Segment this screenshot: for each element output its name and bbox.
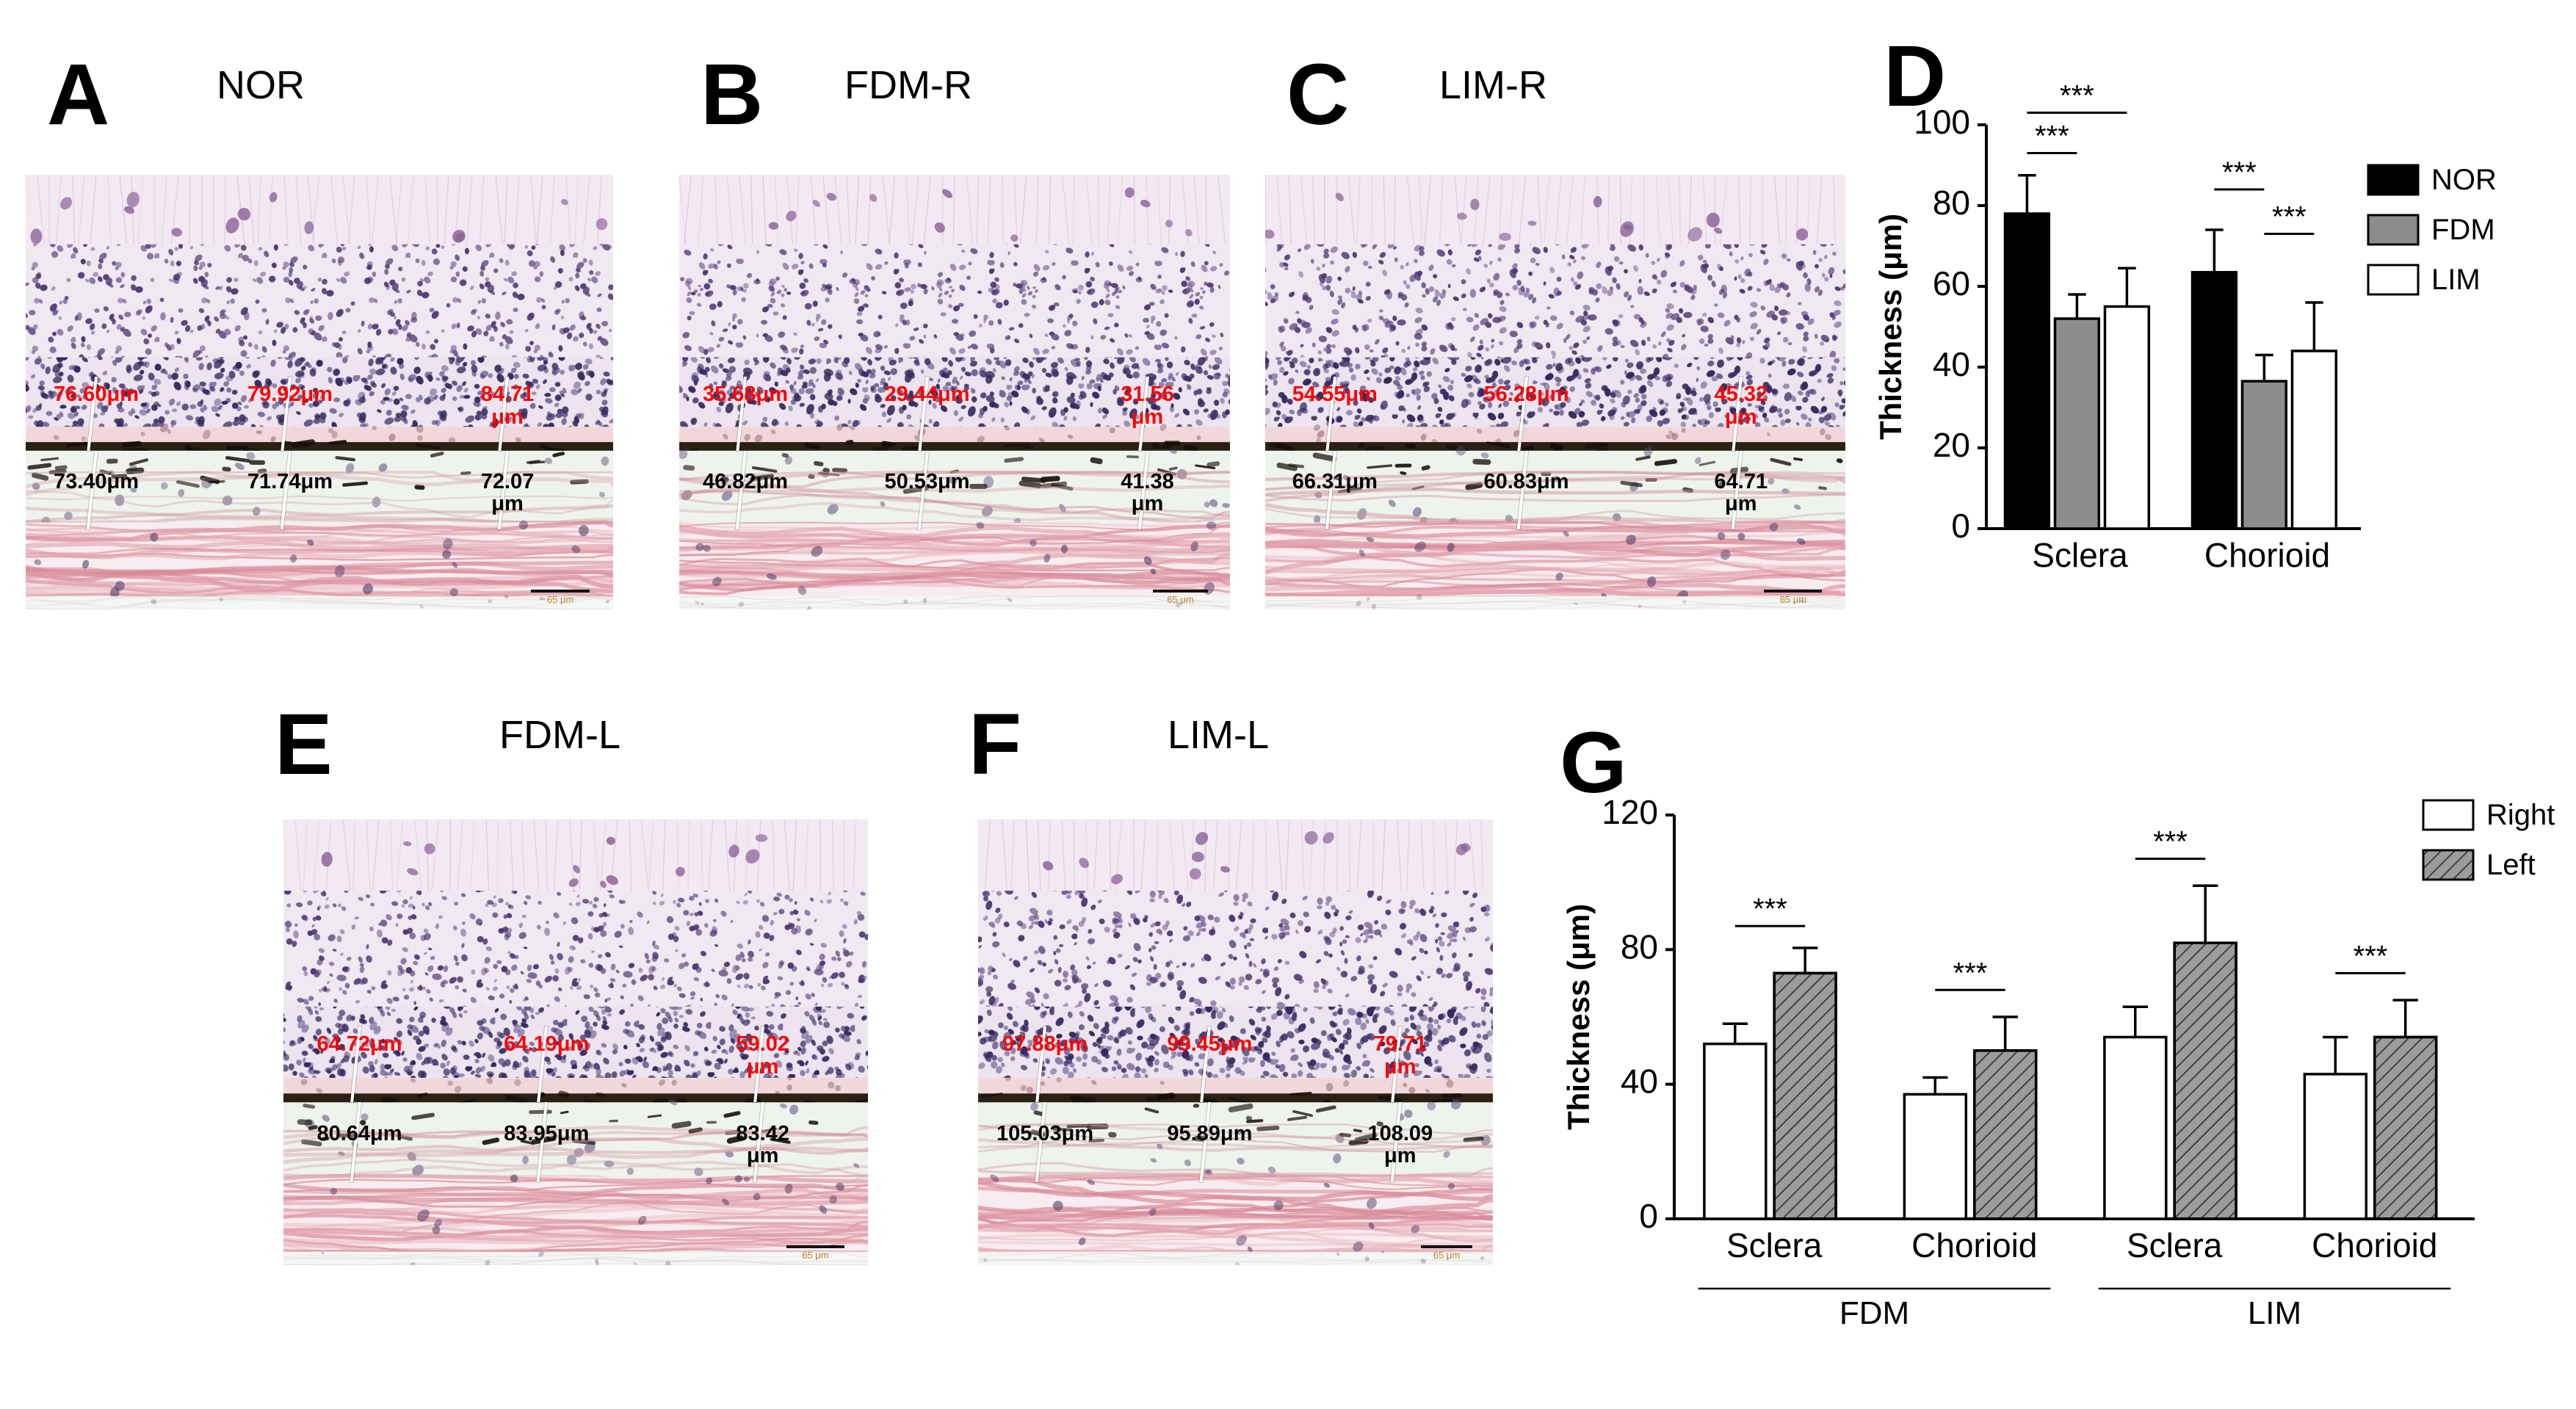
svg-text:Thickness (μm): Thickness (μm) — [1561, 904, 1596, 1130]
svg-text:***: *** — [2272, 201, 2307, 233]
svg-text:100: 100 — [1914, 103, 1970, 141]
svg-text:***: *** — [2222, 156, 2257, 189]
svg-text:***: *** — [2153, 826, 2188, 858]
svg-text:Chorioid: Chorioid — [2204, 536, 2330, 574]
svg-text:Right: Right — [2486, 799, 2555, 831]
svg-text:***: *** — [1753, 893, 1787, 925]
svg-text:0: 0 — [1639, 1197, 1658, 1235]
svg-text:LIM: LIM — [2431, 264, 2481, 296]
svg-text:Sclera: Sclera — [2032, 536, 2128, 574]
svg-text:40: 40 — [1933, 345, 1970, 383]
svg-text:FDM: FDM — [1839, 1295, 1909, 1331]
svg-text:0: 0 — [1951, 507, 1970, 545]
svg-text:LIM: LIM — [2248, 1295, 2301, 1331]
svg-text:20: 20 — [1933, 426, 1970, 464]
svg-text:Chorioid: Chorioid — [1911, 1226, 2037, 1264]
svg-text:***: *** — [2060, 80, 2094, 112]
svg-text:FDM: FDM — [2431, 214, 2495, 246]
svg-text:***: *** — [2035, 120, 2069, 153]
svg-text:***: *** — [2354, 940, 2388, 972]
svg-text:NOR: NOR — [2431, 164, 2497, 196]
svg-text:80: 80 — [1621, 927, 1658, 966]
svg-text:40: 40 — [1621, 1062, 1658, 1101]
svg-text:60: 60 — [1933, 264, 1970, 303]
svg-text:Sclera: Sclera — [2127, 1226, 2223, 1264]
svg-text:Left: Left — [2486, 849, 2536, 881]
svg-text:Sclera: Sclera — [1726, 1226, 1823, 1264]
svg-text:80: 80 — [1933, 184, 1970, 222]
svg-text:Chorioid: Chorioid — [2312, 1226, 2437, 1264]
svg-text:***: *** — [1953, 957, 1988, 989]
svg-text:Thickness (μm): Thickness (μm) — [1873, 214, 1908, 440]
svg-text:120: 120 — [1602, 793, 1658, 831]
